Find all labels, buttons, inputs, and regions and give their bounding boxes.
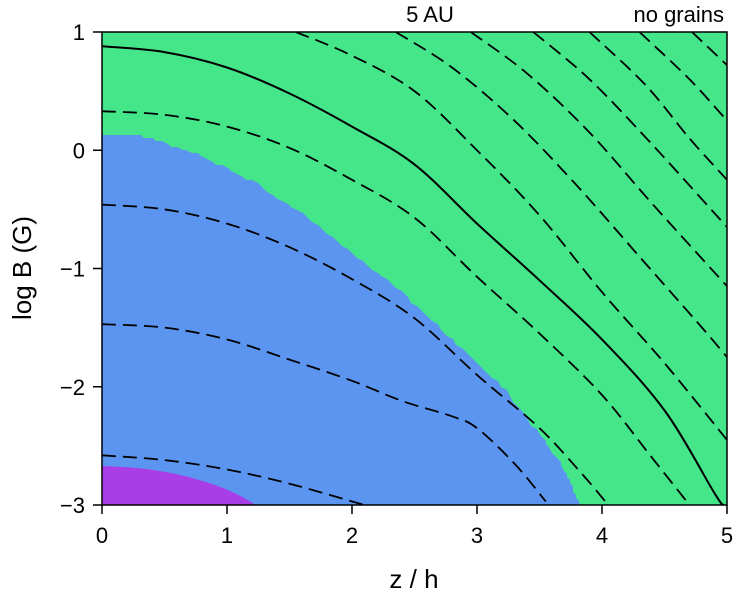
- contour-solid-0: [102, 45, 725, 505]
- contour-dashed-1: [102, 110, 691, 505]
- y-tick-label: −3: [60, 493, 85, 518]
- y-tick-label: −1: [60, 257, 85, 282]
- contour-dashed-9: [588, 32, 727, 181]
- y-tick-label: 1: [73, 20, 85, 45]
- annotation-grains: no grains: [633, 2, 724, 27]
- x-tick-label: 5: [721, 523, 733, 548]
- x-tick-label: 4: [596, 523, 608, 548]
- y-axis-label: log B (G): [7, 216, 37, 320]
- y-tick-label: 0: [73, 138, 85, 163]
- contour-dashed-2: [102, 203, 609, 505]
- contour-layer: [102, 32, 727, 505]
- x-tick-label: 2: [346, 523, 358, 548]
- contour-dashed-6: [395, 32, 727, 358]
- contour-dashed-3: [102, 323, 547, 503]
- plot-area: [102, 32, 727, 505]
- contour-dashed-10: [638, 32, 727, 122]
- x-tick-label: 1: [221, 523, 233, 548]
- y-axis-ticks: 1 0 −1 −2 −3: [60, 20, 102, 518]
- x-tick-label: 3: [471, 523, 483, 548]
- contour-dashed-7: [470, 32, 727, 287]
- x-axis-ticks: 0 1 2 3 4 5: [96, 505, 733, 548]
- region-blue: [102, 133, 580, 505]
- contour-dashed-5: [295, 32, 727, 441]
- contour-dashed-11: [691, 32, 727, 66]
- x-axis-label: z / h: [389, 564, 438, 594]
- x-tick-label: 0: [96, 523, 108, 548]
- region-layer: [102, 32, 727, 505]
- y-tick-label: −2: [60, 375, 85, 400]
- contour-dashed-4: [102, 454, 365, 505]
- region-purple: [102, 466, 256, 505]
- annotation-distance: 5 AU: [406, 2, 454, 27]
